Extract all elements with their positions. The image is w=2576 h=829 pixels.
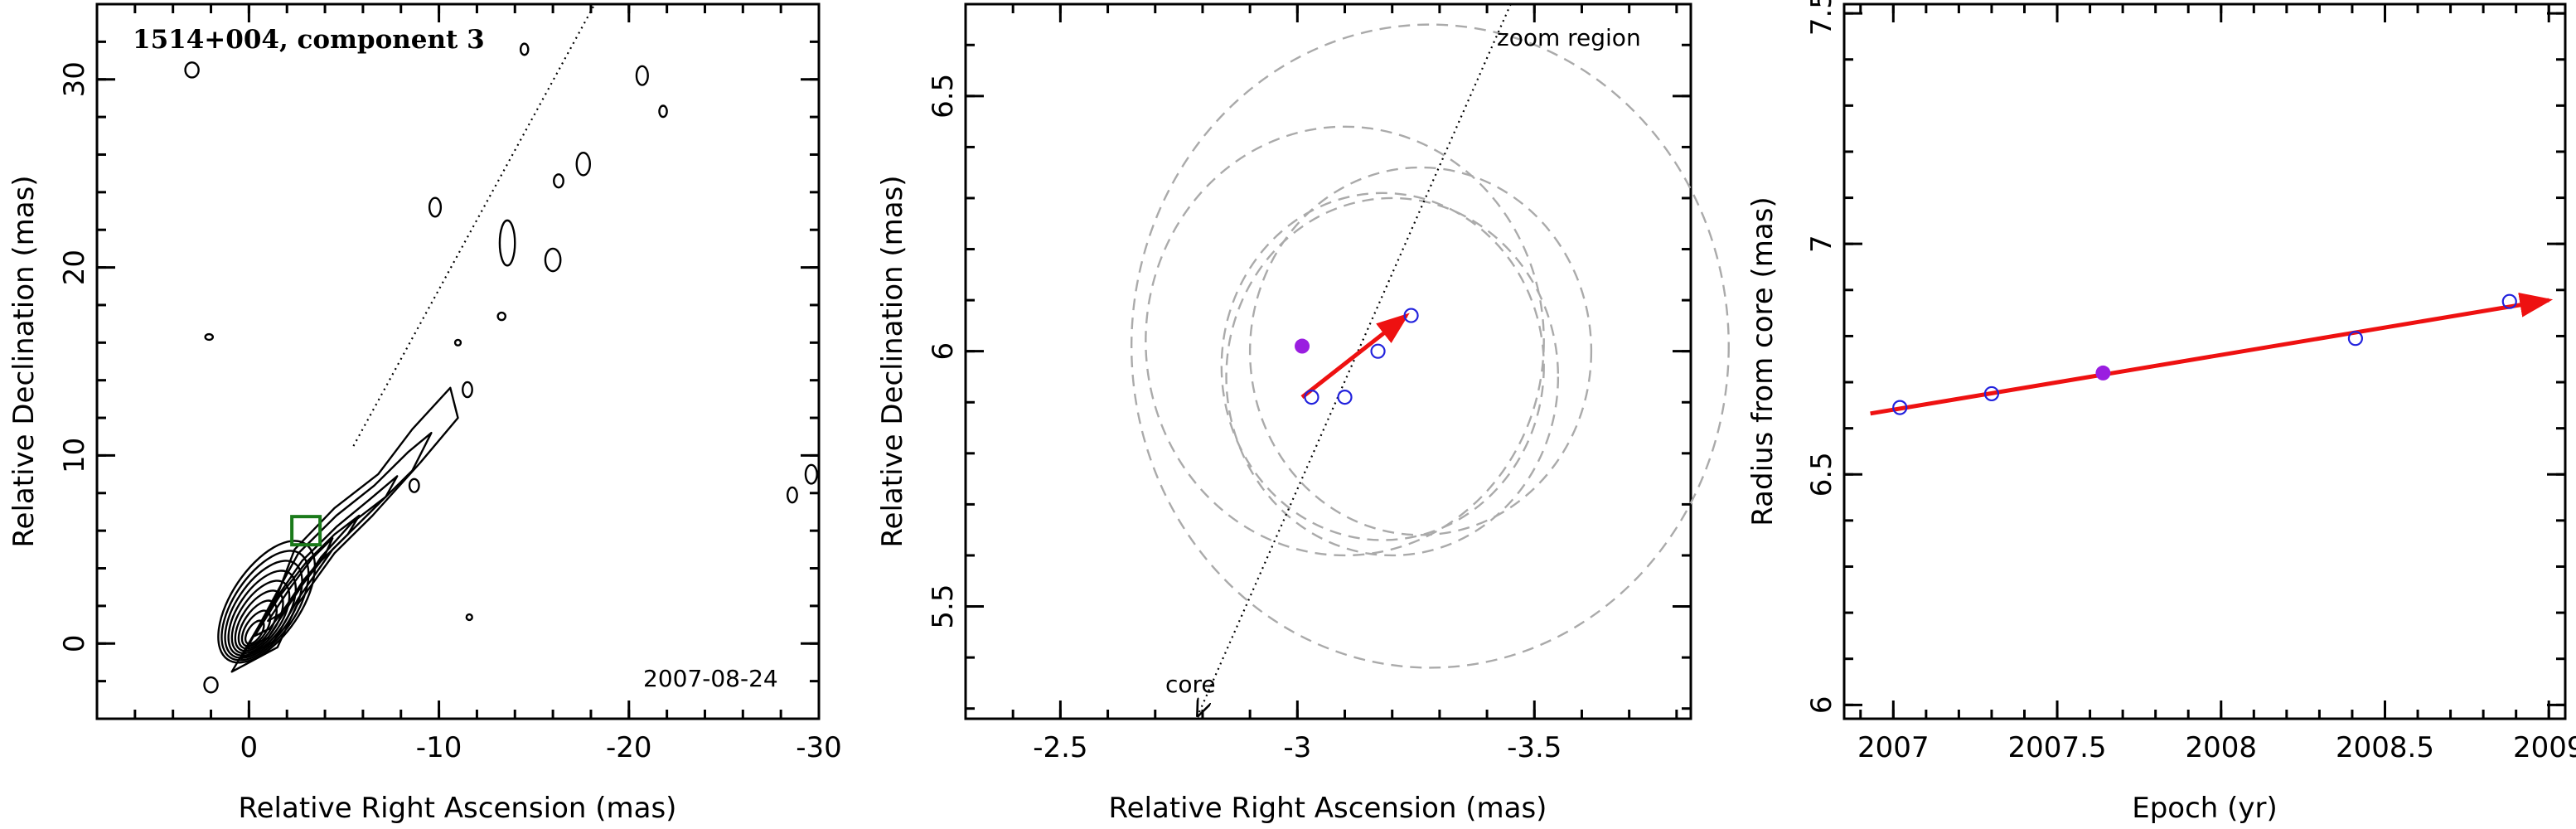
fit-line (1870, 293, 2554, 416)
contour-blob (575, 152, 592, 177)
contour-blob (496, 311, 507, 322)
current-epoch-point (2095, 365, 2111, 381)
x-tick-label: -3 (1283, 731, 1311, 764)
radius-point (2347, 331, 2364, 347)
y-tick-label: 7 (1805, 235, 1838, 253)
position-point (1304, 390, 1319, 405)
beam-circle (1220, 191, 1545, 541)
panel-3-xlabel: Epoch (yr) (2132, 792, 2278, 825)
contour-blob (498, 219, 516, 267)
contour-blob (658, 104, 668, 119)
x-tick-label: 2009 (2513, 731, 2576, 764)
jet-direction-line (352, 3, 596, 447)
panel-3-ticks: 2007 2007.5 2008 2008.5 2009 6 6.5 7 7.5 (1805, 0, 2576, 764)
radius-content (1870, 293, 2554, 416)
panel-1-ylabel: Relative Declination (mas) (7, 175, 41, 547)
y-tick-label: 20 (58, 250, 91, 285)
beam-circle (1130, 23, 1730, 669)
contour-blob (184, 61, 200, 79)
x-tick-label: 2007.5 (2008, 731, 2107, 764)
y-tick-label: 6 (927, 342, 960, 361)
radius-point (1983, 385, 2000, 402)
y-tick-label: 6.5 (927, 74, 960, 119)
radius-point (1892, 400, 1908, 415)
y-tick-label: 30 (58, 61, 91, 97)
panel-zoom-region: -2.5 -3 -3.5 5.5 6 6.5 zoom region core Relat… (876, 2, 1730, 825)
contour-blob (203, 676, 219, 694)
map-title: 1514+004, component 3 (133, 25, 485, 55)
x-tick-label: 2007 (1857, 731, 1930, 764)
contour-blob (635, 65, 649, 86)
beam-circle (1145, 125, 1545, 557)
y-tick-label: 5.5 (927, 584, 960, 629)
y-tick-label: 6 (1805, 696, 1838, 714)
panel-radius-vs-epoch: 2007 2007.5 2008 2008.5 2009 6 6.5 7 7.5 Epoch (… (1746, 0, 2576, 825)
zoom-region-label: zoom region (1497, 24, 1641, 51)
contour-blob (544, 247, 562, 273)
beam-circle (1225, 196, 1560, 557)
x-tick-label: -2.5 (1033, 731, 1087, 764)
x-tick-label: 2008 (2186, 731, 2258, 764)
y-tick-label: 6.5 (1805, 452, 1838, 497)
contour-blob (408, 478, 420, 493)
panel-1-frame (95, 2, 821, 720)
contour-blob (519, 42, 530, 56)
y-tick-label: 7.5 (1805, 0, 1838, 36)
panel-3-ylabel: Radius from core (mas) (1746, 196, 1779, 526)
zoom-content (1130, 3, 1730, 715)
position-point (1337, 390, 1353, 405)
jet-contour (245, 475, 399, 648)
jet-contour (267, 537, 334, 623)
position-point (1370, 343, 1386, 359)
contour-blob (553, 173, 564, 189)
jet-contours (184, 3, 818, 694)
contour-blob (428, 196, 443, 218)
core-contour (230, 579, 291, 655)
y-tick-label: 0 (58, 634, 91, 652)
x-tick-label: 0 (240, 731, 259, 764)
core-direction-line (1198, 3, 1512, 715)
core-contour (220, 550, 310, 662)
x-tick-label: -10 (416, 731, 462, 764)
panel-2-xlabel: Relative Right Ascension (mas) (1109, 792, 1547, 825)
panel-1-xlabel: Relative Right Ascension (mas) (239, 792, 677, 825)
panel-2-ylabel: Relative Declination (mas) (876, 175, 909, 547)
contour-blob (465, 613, 473, 622)
panel-2-ticks: -2.5 -3 -3.5 5.5 6 6.5 (927, 4, 1691, 764)
current-epoch-point (1295, 338, 1310, 354)
panel-3-frame (1842, 2, 2567, 720)
jet-contour (230, 386, 459, 673)
core-contour (224, 560, 303, 659)
x-tick-label: -30 (796, 731, 842, 764)
contour-blob (786, 486, 798, 504)
component-marker-square (290, 515, 322, 547)
epoch-annotation: 2007-08-24 (643, 665, 778, 692)
contour-blob (453, 338, 462, 347)
radius-point (2501, 293, 2517, 309)
contour-blob (804, 463, 818, 485)
jet-contour (240, 432, 433, 660)
x-tick-label: 2008.5 (2336, 731, 2434, 764)
contour-blob (204, 332, 215, 342)
x-tick-label: -3.5 (1507, 731, 1562, 764)
x-tick-label: -20 (606, 731, 652, 764)
panel-1-ticks: 0 -10 -20 -30 0 10 20 30 (58, 2, 842, 764)
velocity-vector (1300, 313, 1410, 400)
panel-2-frame (964, 2, 1692, 720)
y-tick-label: 10 (58, 438, 91, 473)
position-point (1403, 308, 1419, 323)
beam-circle (1248, 166, 1593, 536)
contour-blob (462, 381, 473, 399)
core-label: core (1165, 671, 1216, 698)
